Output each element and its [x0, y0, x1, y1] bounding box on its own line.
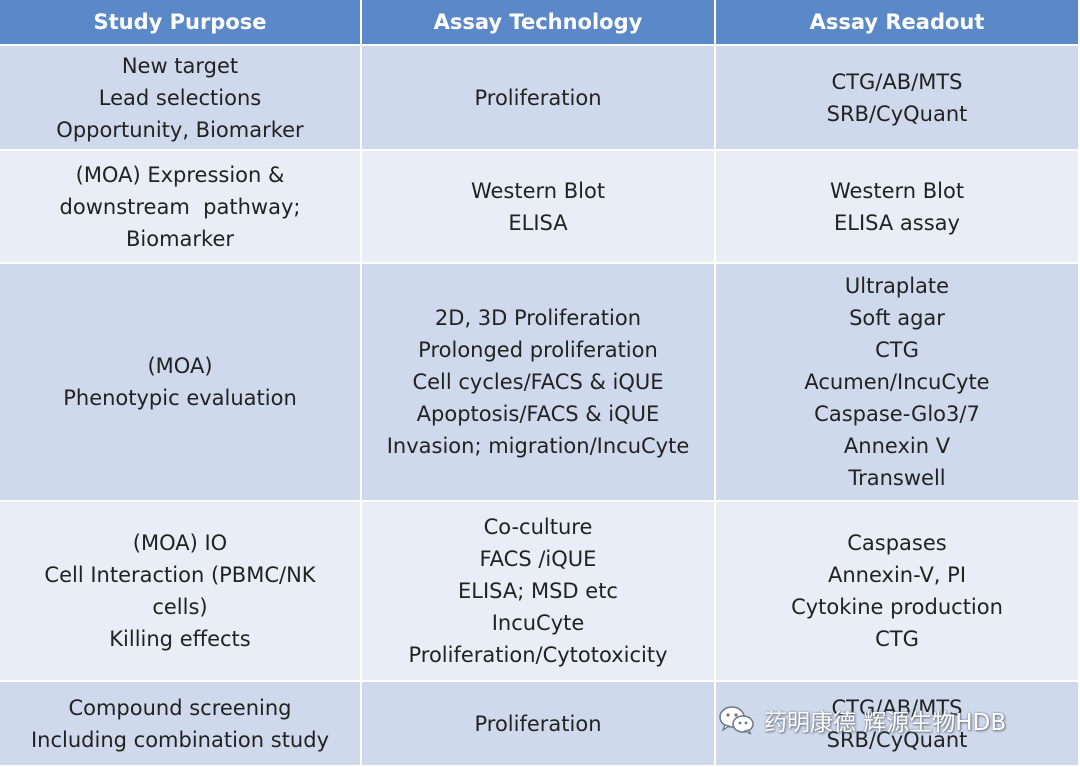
table-cell-readout: Caspases Annexin-V, PI Cytokine production…	[716, 502, 1080, 682]
watermark-text: 药明康德 辉源生物HDB	[764, 710, 1007, 736]
wechat-icon	[719, 706, 754, 735]
table-cell-technology: Proliferation	[362, 682, 716, 767]
table-cell-technology: Co-culture FACS /iQUE ELISA; MSD etc IncuCy…	[362, 502, 716, 682]
table-cell-technology: 2D, 3D Proliferation Prolonged proliferat…	[362, 264, 716, 502]
table-cell-purpose: (MOA) Phenotypic evaluation	[0, 264, 362, 502]
header-assay-technology: Assay Technology	[362, 0, 716, 46]
table-cell-purpose: (MOA) IO Cell Interaction (PBMC/NK cells) K…	[0, 502, 362, 682]
table-cell-readout: Western Blot ELISA assay	[716, 151, 1080, 264]
table-cell-purpose: (MOA) Expression & downstream pathway; Bio…	[0, 151, 362, 264]
table-cell-technology: Western Blot ELISA	[362, 151, 716, 264]
header-study-purpose: Study Purpose	[0, 0, 362, 46]
header-assay-readout: Assay Readout	[716, 0, 1080, 46]
table-cell-readout: CTG/AB/MTS SRB/CyQuant	[716, 682, 1080, 767]
table-cell-purpose: Compound screening Including combination …	[0, 682, 362, 767]
table-cell-technology: Proliferation	[362, 46, 716, 151]
watermark: 药明康德 辉源生物HDB	[718, 700, 1006, 740]
table-cell-readout: CTG/AB/MTS SRB/CyQuant	[716, 46, 1080, 151]
table-cell-readout: Ultraplate Soft agar CTG Acumen/IncuCyte Cas…	[716, 264, 1080, 502]
table-cell-purpose: New target Lead selections Opportunity, Bi…	[0, 46, 362, 151]
